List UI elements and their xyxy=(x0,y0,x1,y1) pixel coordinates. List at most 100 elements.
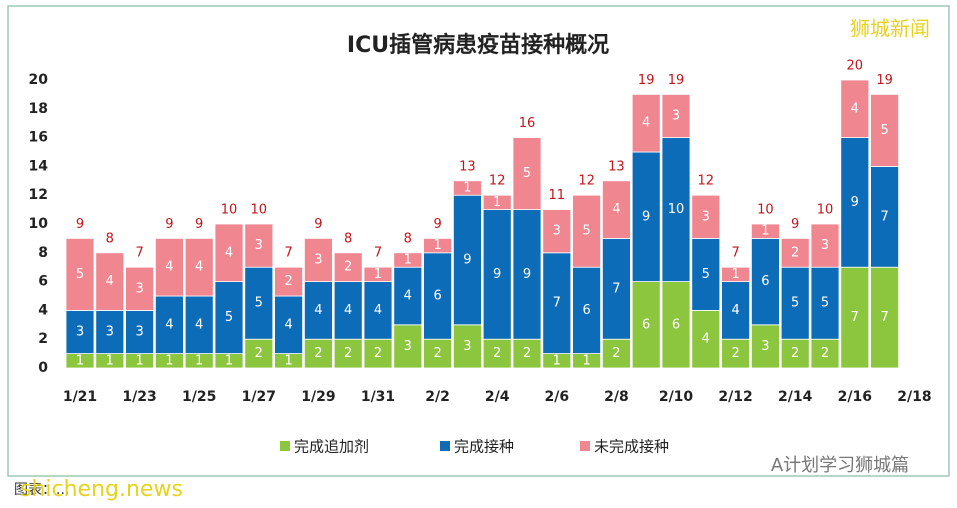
segment-label: 7 xyxy=(880,310,888,325)
bar-segment xyxy=(691,309,721,369)
bar-segment xyxy=(363,338,393,369)
legend-label: 完成追加剂 xyxy=(294,438,369,456)
segment-label: 4 xyxy=(106,274,114,289)
y-tick-label: 16 xyxy=(29,130,48,146)
bar-segment xyxy=(691,194,721,239)
total-label: 19 xyxy=(876,73,893,88)
segment-label: 5 xyxy=(821,296,829,311)
x-tick-label: 2/2 xyxy=(425,389,450,405)
bar-segment xyxy=(810,223,840,268)
segment-label: 4 xyxy=(165,260,173,275)
segment-label: 2 xyxy=(493,346,501,361)
bar-segment xyxy=(333,281,363,340)
segment-label: 4 xyxy=(284,317,292,332)
legend-swatch xyxy=(280,441,290,451)
segment-label: 3 xyxy=(821,238,829,253)
watermark: shicheng.news xyxy=(20,477,183,502)
bar-segment xyxy=(721,281,750,340)
bar-segment xyxy=(512,209,542,340)
segment-label: 3 xyxy=(76,325,84,340)
segment-label: 5 xyxy=(880,123,888,138)
segment-label: 1 xyxy=(493,195,501,210)
bar-segment xyxy=(452,324,482,369)
bar-segment xyxy=(333,338,363,369)
segment-label: 2 xyxy=(374,346,382,361)
legend-swatch xyxy=(580,441,590,451)
bar-segment xyxy=(363,266,393,283)
x-tick-label: 2/12 xyxy=(718,389,752,405)
x-tick-label: 2/16 xyxy=(838,389,872,405)
total-label: 10 xyxy=(757,203,774,218)
x-tick-label: 1/29 xyxy=(301,389,335,405)
bar-segment xyxy=(423,338,453,369)
segment-label: 1 xyxy=(731,267,739,282)
total-label: 10 xyxy=(251,203,268,218)
segment-label: 3 xyxy=(672,109,680,124)
bar-segment xyxy=(631,151,661,283)
watermark: 狮城新闻 xyxy=(850,17,930,41)
x-tick-label: 1/21 xyxy=(63,389,97,405)
segment-label: 3 xyxy=(553,224,561,239)
total-label: 9 xyxy=(76,217,84,232)
bar-segment xyxy=(840,79,870,138)
segment-label: 6 xyxy=(672,317,680,332)
segment-label: 3 xyxy=(761,339,769,354)
segment-label: 2 xyxy=(314,346,322,361)
segment-label: 3 xyxy=(255,238,263,253)
chart-title: ICU插管病患疫苗接种概况 xyxy=(347,32,609,58)
bar-segment xyxy=(244,223,274,268)
segment-label: 5 xyxy=(225,310,233,325)
total-label: 9 xyxy=(314,217,322,232)
legend-label: 未完成接种 xyxy=(594,438,669,456)
total-label: 10 xyxy=(221,203,238,218)
y-tick-label: 14 xyxy=(29,158,49,174)
x-tick-label: 2/14 xyxy=(778,389,813,405)
segment-label: 7 xyxy=(612,281,620,296)
bar-segment xyxy=(780,237,810,268)
total-label: 9 xyxy=(433,217,441,232)
x-tick-label: 1/23 xyxy=(122,389,156,405)
bar-segment xyxy=(572,194,601,268)
bar-segment xyxy=(810,338,840,369)
segment-label: 4 xyxy=(702,332,710,347)
segment-label: 9 xyxy=(493,267,501,282)
total-label: 8 xyxy=(106,231,114,246)
bar-segment xyxy=(810,266,840,340)
bar-segment xyxy=(572,266,601,355)
bar-segment xyxy=(721,266,750,283)
legend-swatch xyxy=(440,441,450,451)
y-tick-label: 6 xyxy=(38,274,48,290)
bar-segment xyxy=(244,338,274,369)
bar-segment xyxy=(482,194,512,210)
segment-label: 7 xyxy=(553,296,561,311)
bar-segment xyxy=(95,252,125,311)
x-tick-label: 1/27 xyxy=(242,389,276,405)
segment-label: 7 xyxy=(851,310,859,325)
segment-label: 3 xyxy=(106,325,114,340)
total-label: 12 xyxy=(578,174,595,189)
bar-segment xyxy=(751,223,780,239)
segment-label: 5 xyxy=(582,224,590,239)
segment-label: 4 xyxy=(195,317,203,332)
bar-segment xyxy=(661,94,691,139)
segment-label: 1 xyxy=(106,353,114,368)
bar-segment xyxy=(154,237,184,297)
segment-label: 1 xyxy=(761,224,769,239)
y-tick-label: 0 xyxy=(38,360,48,376)
segment-label: 5 xyxy=(255,296,263,311)
bar-segment xyxy=(125,266,154,311)
bar-segment xyxy=(184,237,214,297)
segment-label: 4 xyxy=(165,317,173,332)
x-tick-label: 1/31 xyxy=(361,389,395,405)
segment-label: 1 xyxy=(135,353,143,368)
total-label: 13 xyxy=(608,159,625,174)
segment-label: 6 xyxy=(582,303,590,318)
x-tick-label: 2/6 xyxy=(544,389,569,405)
y-tick-label: 4 xyxy=(38,302,48,318)
bar-segment xyxy=(482,209,512,340)
bar-segment xyxy=(184,295,214,354)
segment-label: 1 xyxy=(76,353,84,368)
segment-label: 2 xyxy=(523,346,531,361)
bar-segment xyxy=(482,338,512,369)
bar-segment xyxy=(512,137,542,211)
